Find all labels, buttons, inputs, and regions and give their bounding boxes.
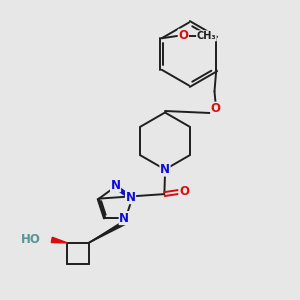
Text: N: N [160,163,170,176]
Text: O: O [179,185,189,198]
Text: N: N [119,212,129,225]
Polygon shape [88,219,128,243]
Text: O: O [178,29,188,42]
Text: O: O [211,102,221,115]
Text: N: N [110,178,121,192]
Polygon shape [51,237,68,243]
Text: HO: HO [21,233,41,246]
Text: CH₃: CH₃ [196,31,216,41]
Text: N: N [125,190,136,204]
